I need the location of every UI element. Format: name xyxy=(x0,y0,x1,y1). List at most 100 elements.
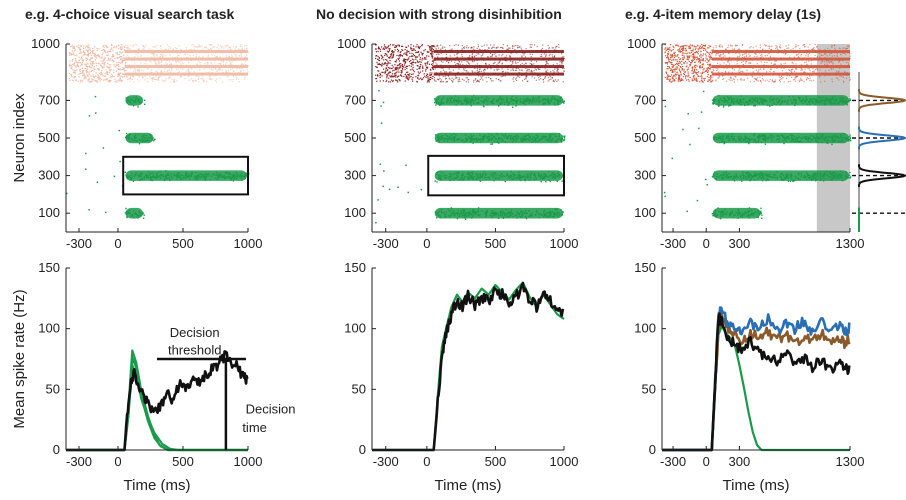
inhibitory-spike xyxy=(501,47,504,49)
inhibitory-spike xyxy=(85,77,87,79)
excitatory-spike xyxy=(517,212,520,215)
inhibitory-spike xyxy=(117,75,119,77)
inhibitory-spike xyxy=(178,71,180,73)
inhibitory-spike xyxy=(216,51,218,53)
inhibitory-spike xyxy=(222,64,225,66)
excitatory-spike xyxy=(212,173,215,175)
inhibitory-spike xyxy=(692,72,695,74)
inhibitory-spike xyxy=(700,79,703,82)
inhibitory-spike xyxy=(552,74,554,76)
excitatory-spike xyxy=(134,173,136,175)
inhibitory-spike xyxy=(488,47,490,49)
inhibitory-spike xyxy=(105,71,107,74)
inhibitory-spike xyxy=(187,75,189,77)
excitatory-spike xyxy=(148,139,150,142)
inhibitory-spike xyxy=(701,71,704,73)
inhibitory-spike xyxy=(136,69,139,71)
excitatory-spike xyxy=(452,213,455,215)
excitatory-spike xyxy=(156,173,159,175)
inhibitory-spike xyxy=(470,47,472,49)
inhibitory-spike xyxy=(392,56,394,58)
inhibitory-spike xyxy=(415,56,417,58)
excitatory-spike xyxy=(185,174,187,177)
inhibitory-spike xyxy=(385,47,387,49)
inhibitory-spike xyxy=(802,51,804,54)
excitatory-spike xyxy=(470,100,473,103)
inhibitory-spike xyxy=(400,63,402,65)
inhibitory-spike xyxy=(821,73,823,75)
inhibitory-spike xyxy=(79,81,81,83)
inhibitory-spike xyxy=(704,60,706,62)
inhibitory-spike xyxy=(119,59,121,61)
excitatory-spike xyxy=(551,215,554,218)
inhibitory-spike xyxy=(239,72,241,74)
excitatory-spike xyxy=(470,101,472,104)
excitatory-spike xyxy=(180,178,182,181)
excitatory-spike xyxy=(556,212,558,215)
inhibitory-spike xyxy=(414,49,416,52)
inhibitory-spike xyxy=(674,71,676,73)
inhibitory-spike xyxy=(706,59,708,61)
inhibitory-spike xyxy=(205,66,208,68)
inhibitory-spike xyxy=(218,63,220,65)
inhibitory-spike xyxy=(671,61,673,64)
inhibitory-spike xyxy=(674,59,677,61)
excitatory-spike xyxy=(553,98,556,101)
inhibitory-spike xyxy=(188,70,190,72)
excitatory-spike xyxy=(486,137,488,139)
inhibitory-spike xyxy=(98,63,100,65)
excitatory-spike xyxy=(175,174,177,177)
excitatory-spike xyxy=(506,97,508,99)
excitatory-spike xyxy=(476,140,478,143)
excitatory-spike xyxy=(126,138,128,140)
inhibitory-spike xyxy=(103,58,105,60)
inhibitory-spike xyxy=(179,52,181,55)
excitatory-spike xyxy=(557,103,559,105)
inhibitory-spike xyxy=(70,65,72,67)
inhibitory-spike xyxy=(688,80,690,82)
excitatory-spike xyxy=(127,99,130,101)
inhibitory-spike xyxy=(838,47,840,49)
inhibitory-spike xyxy=(554,66,557,68)
excitatory-spike xyxy=(440,101,442,103)
inhibitory-spike xyxy=(80,48,82,50)
inhibitory-spike xyxy=(229,56,231,58)
excitatory-spike xyxy=(482,104,485,107)
excitatory-spike xyxy=(146,176,148,179)
excitatory-spike xyxy=(518,171,520,173)
inhibitory-spike xyxy=(842,47,844,49)
inhibitory-spike xyxy=(431,57,434,59)
inhibitory-spike xyxy=(530,69,532,72)
inhibitory-spike xyxy=(432,55,434,57)
inhibitory-spike xyxy=(429,68,432,71)
inhibitory-spike xyxy=(832,62,834,64)
inhibitory-spike xyxy=(169,63,171,66)
inhibitory-spike xyxy=(716,62,719,65)
inhibitory-spike xyxy=(405,61,407,64)
inhibitory-spike xyxy=(513,69,515,72)
excitatory-spike xyxy=(544,139,547,141)
inhibitory-spike xyxy=(393,69,395,71)
excitatory-spike xyxy=(135,101,137,104)
inhibitory-spike xyxy=(134,57,136,59)
inhibitory-spike xyxy=(722,53,724,55)
inhibitory-spike xyxy=(221,81,224,83)
excitatory-spike xyxy=(460,101,463,104)
excitatory-spike xyxy=(485,212,488,214)
excitatory-spike xyxy=(490,174,493,176)
excitatory-spike xyxy=(233,173,235,176)
inhibitory-spike xyxy=(701,59,704,61)
inhibitory-spike xyxy=(171,73,173,76)
inhibitory-spike xyxy=(80,45,83,48)
excitatory-spike xyxy=(454,177,457,179)
excitatory-spike xyxy=(510,209,513,211)
inhibitory-spike xyxy=(238,49,240,51)
inhibitory-spike xyxy=(397,81,399,83)
inhibitory-spike xyxy=(106,78,108,80)
excitatory-spike xyxy=(141,139,143,142)
inhibitory-spike xyxy=(684,77,687,79)
inhibitory-spike xyxy=(428,81,430,83)
excitatory-spike xyxy=(126,212,128,214)
excitatory-spike xyxy=(450,207,453,209)
inhibitory-spike xyxy=(208,49,210,51)
